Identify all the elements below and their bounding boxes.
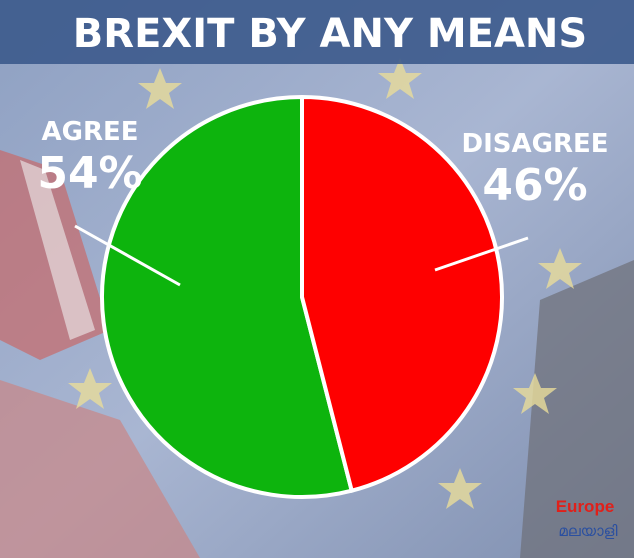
pie-slice — [300, 95, 504, 493]
chart-title: BREXIT BY ANY MEANS — [73, 11, 587, 57]
leader-line — [74, 224, 181, 287]
slice-value-label: 46% — [482, 160, 587, 211]
pie — [100, 95, 504, 499]
slice-value-label: 54% — [37, 148, 142, 199]
leader-line — [434, 236, 529, 272]
watermark: മലയാളി — [558, 522, 618, 540]
watermark: Europe — [556, 497, 615, 516]
pie-slice — [100, 95, 354, 499]
slice-label: DISAGREE — [462, 129, 609, 159]
slice-label: AGREE — [41, 117, 138, 147]
